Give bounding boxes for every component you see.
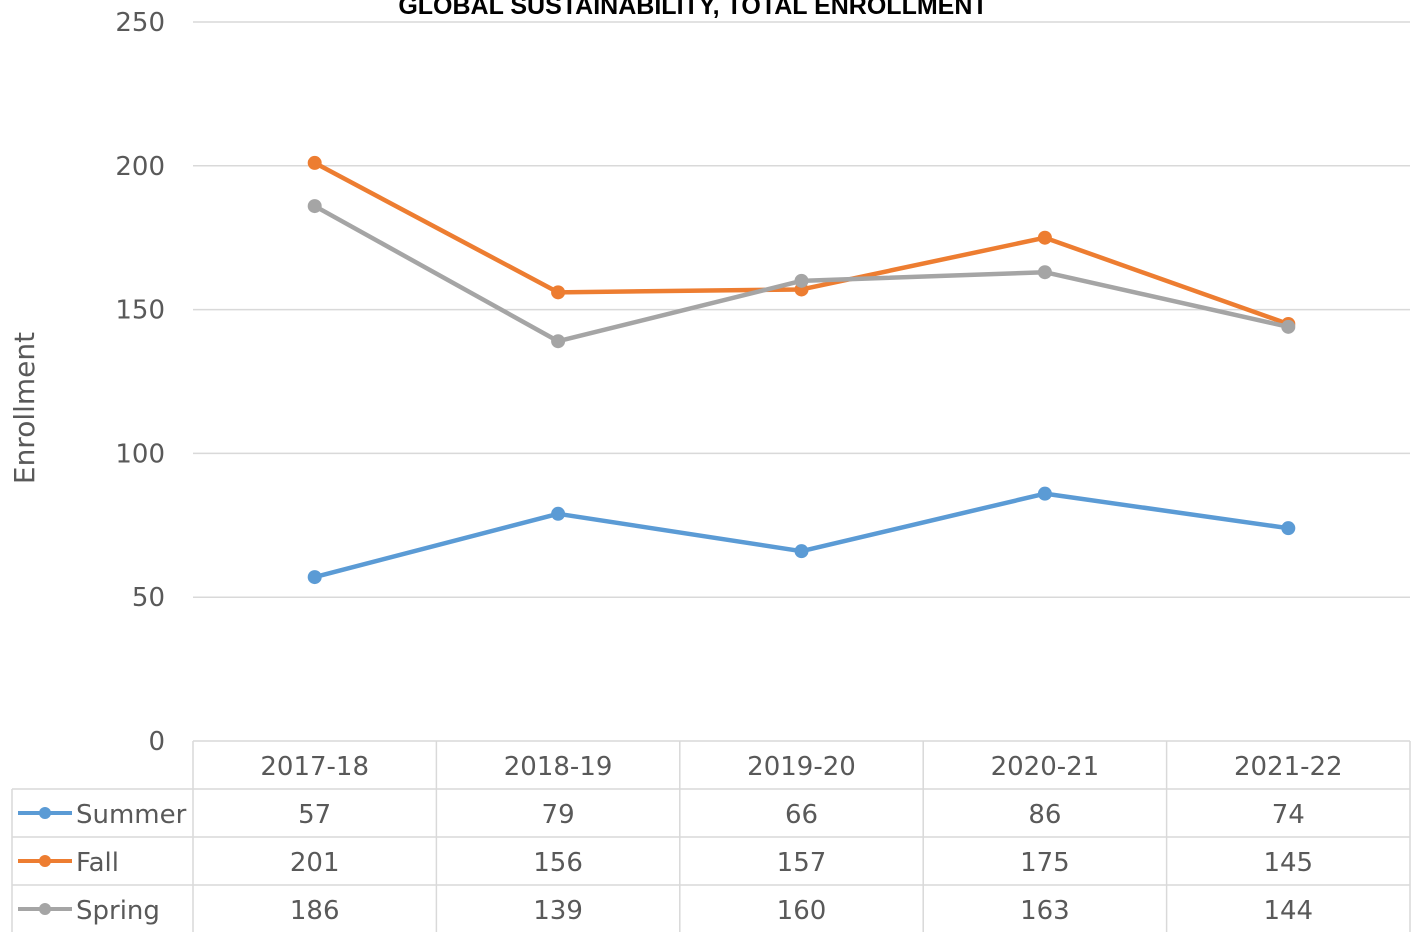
data-point-summer [307, 570, 322, 585]
chart-title: GLOBAL SUSTAINABILITY, TOTAL ENROLLMENT [398, 0, 987, 20]
x-category-label: 2019-20 [747, 752, 856, 782]
x-category-label: 2020-21 [991, 752, 1100, 782]
data-point-spring [307, 199, 322, 214]
data-point-spring [1281, 319, 1296, 334]
legend-key-marker [39, 807, 51, 819]
y-tick-label: 100 [115, 439, 165, 469]
series-lines [307, 155, 1296, 585]
data-point-summer [1037, 486, 1052, 501]
table-cell-value: 145 [1263, 848, 1313, 878]
table-cell-value: 86 [1028, 800, 1061, 830]
x-category-label: 2017-18 [260, 752, 369, 782]
x-category-label: 2018-19 [504, 752, 613, 782]
y-axis-ticks: 0 50 100 150 200 250 [115, 8, 165, 757]
table-cell-value: 144 [1263, 896, 1313, 926]
y-tick-label: 250 [115, 8, 165, 38]
y-tick-label: 0 [148, 727, 165, 757]
table-cell-value: 157 [777, 848, 827, 878]
data-point-fall [551, 285, 566, 300]
data-point-spring [1037, 265, 1052, 280]
y-tick-label: 50 [132, 583, 165, 613]
data-point-spring [794, 273, 809, 288]
table-cell-value: 57 [298, 800, 331, 830]
table-cell-value: 139 [533, 896, 583, 926]
y-tick-label: 200 [115, 152, 165, 182]
table-cell-value: 160 [777, 896, 827, 926]
table-cell-value: 156 [533, 848, 583, 878]
table-cell-value: 79 [542, 800, 575, 830]
series-line-fall [312, 160, 1291, 327]
legend-key-marker [39, 903, 51, 915]
data-point-spring [551, 334, 566, 349]
table-cell-value: 66 [785, 800, 818, 830]
y-tick-label: 150 [115, 296, 165, 326]
data-point-summer [794, 544, 809, 559]
series-name-label: Spring [76, 896, 160, 926]
table-cell-value: 186 [290, 896, 340, 926]
data-point-fall [1037, 230, 1052, 245]
series-line-summer [312, 491, 1291, 580]
data-table: 2017-18 2018-19 2019-20 2020-21 2021-22 Summe… [11, 740, 1411, 932]
table-cell-value: 175 [1020, 848, 1070, 878]
data-point-summer [551, 506, 566, 521]
legend-key-marker [39, 855, 51, 867]
table-cell-value: 74 [1272, 800, 1305, 830]
gridlines [193, 21, 1410, 598]
table-cell-value: 163 [1020, 896, 1070, 926]
table-cell-value: 201 [290, 848, 340, 878]
data-point-summer [1281, 521, 1296, 536]
data-point-fall [307, 155, 322, 170]
series-name-label: Summer [76, 800, 187, 830]
y-axis-label: Enrollment [8, 332, 41, 484]
series-name-label: Fall [76, 848, 119, 878]
x-category-label: 2021-22 [1234, 752, 1343, 782]
